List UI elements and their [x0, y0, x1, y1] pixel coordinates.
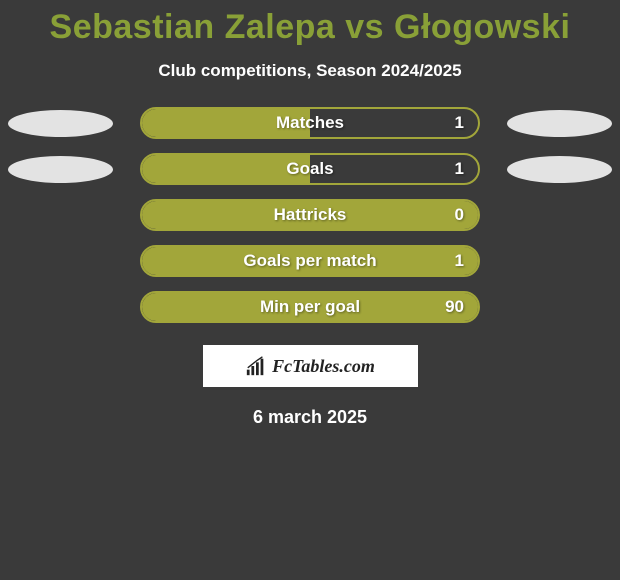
- stat-value: 1: [455, 109, 464, 137]
- branding-box: FcTables.com: [203, 345, 418, 387]
- stat-label: Goals per match: [142, 247, 478, 275]
- ellipse-left-icon: [8, 110, 113, 137]
- subtitle: Club competitions, Season 2024/2025: [0, 61, 620, 81]
- ellipse-left-icon: [8, 156, 113, 183]
- stat-label: Hattricks: [142, 201, 478, 229]
- stat-value: 1: [455, 247, 464, 275]
- stat-bar: Goals 1: [140, 153, 480, 185]
- stat-label: Min per goal: [142, 293, 478, 321]
- stat-row: Matches 1: [0, 107, 620, 139]
- stat-bar: Hattricks 0: [140, 199, 480, 231]
- date-text: 6 march 2025: [0, 407, 620, 428]
- ellipse-right-icon: [507, 156, 612, 183]
- stat-value: 0: [455, 201, 464, 229]
- stat-label: Goals: [142, 155, 478, 183]
- stat-value: 1: [455, 155, 464, 183]
- stat-row: Goals 1: [0, 153, 620, 185]
- stats-section: Matches 1 Goals 1 Hattricks 0: [0, 107, 620, 323]
- stat-bar: Goals per match 1: [140, 245, 480, 277]
- stat-value: 90: [445, 293, 464, 321]
- stat-bar: Min per goal 90: [140, 291, 480, 323]
- chart-icon: [245, 355, 267, 377]
- stat-row: Min per goal 90: [0, 291, 620, 323]
- stat-row: Hattricks 0: [0, 199, 620, 231]
- page-title: Sebastian Zalepa vs Głogowski: [0, 8, 620, 47]
- stat-row: Goals per match 1: [0, 245, 620, 277]
- branding-text: FcTables.com: [272, 356, 375, 377]
- stat-label: Matches: [142, 109, 478, 137]
- stat-bar: Matches 1: [140, 107, 480, 139]
- ellipse-right-icon: [507, 110, 612, 137]
